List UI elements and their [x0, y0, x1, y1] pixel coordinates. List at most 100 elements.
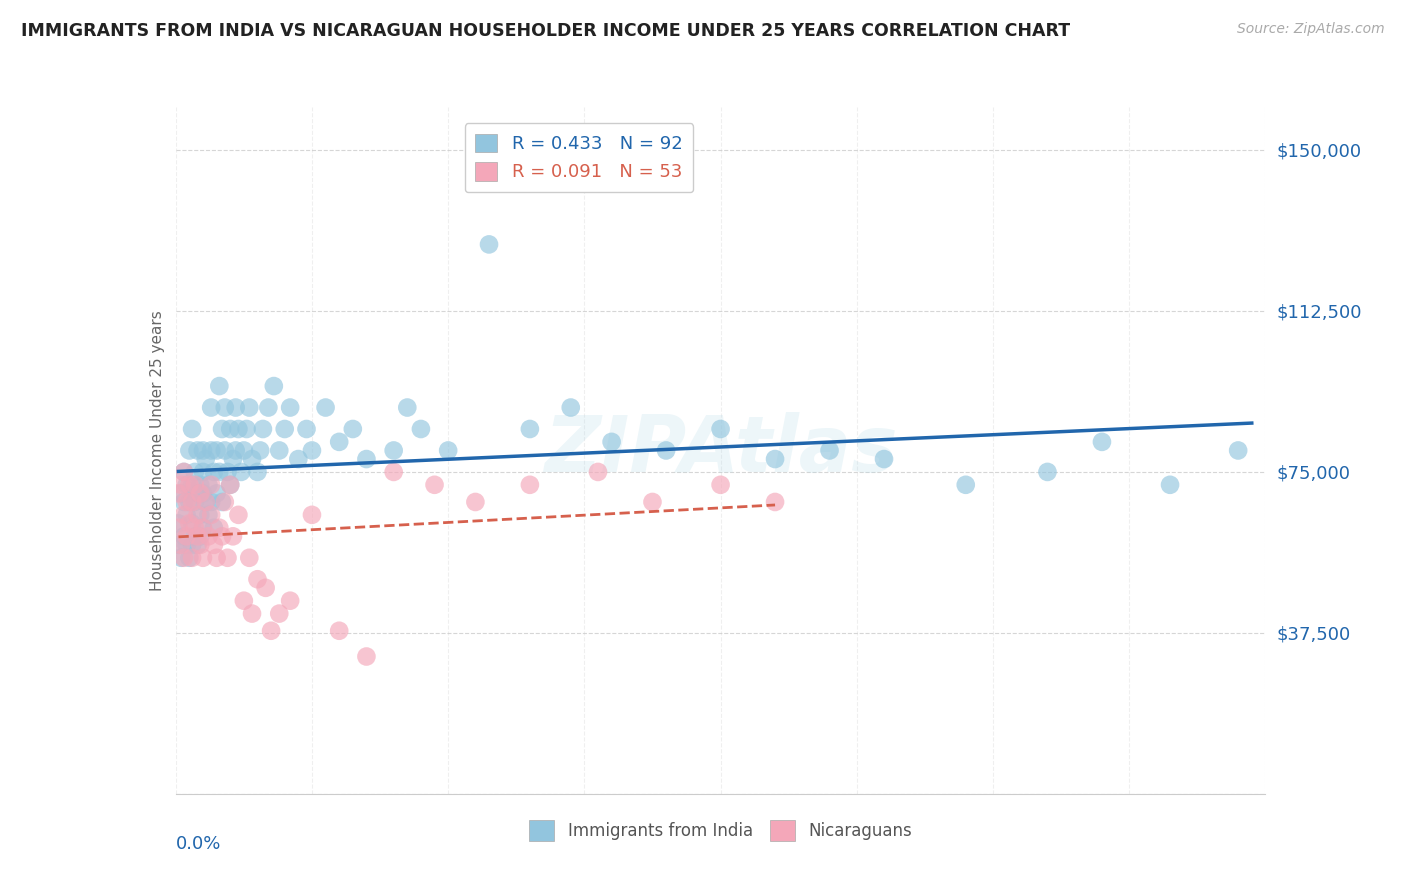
Point	[194, 495, 217, 509]
Point	[955, 478, 977, 492]
Point	[202, 521, 225, 535]
Point	[710, 478, 733, 492]
Point	[184, 495, 207, 509]
Point	[170, 550, 193, 565]
Point	[176, 529, 198, 543]
Point	[186, 443, 209, 458]
Point	[240, 607, 263, 621]
Point	[184, 465, 207, 479]
Point	[211, 495, 233, 509]
Point	[167, 516, 190, 531]
Point	[356, 452, 378, 467]
Point	[202, 465, 225, 479]
Point	[278, 593, 301, 607]
Point	[228, 508, 250, 522]
Point	[170, 538, 193, 552]
Point	[191, 521, 214, 535]
Point	[240, 452, 263, 467]
Point	[211, 529, 233, 543]
Point	[763, 452, 786, 467]
Point	[170, 478, 193, 492]
Point	[181, 422, 204, 436]
Point	[181, 516, 204, 531]
Point	[214, 401, 236, 415]
Point	[263, 379, 285, 393]
Point	[235, 422, 257, 436]
Point	[170, 486, 193, 500]
Point	[437, 443, 460, 458]
Point	[222, 529, 245, 543]
Point	[188, 529, 211, 543]
Point	[1036, 465, 1059, 479]
Point	[188, 538, 211, 552]
Point	[167, 538, 190, 552]
Point	[232, 593, 254, 607]
Point	[328, 434, 350, 449]
Point	[191, 465, 214, 479]
Point	[194, 452, 217, 467]
Point	[225, 401, 247, 415]
Point	[519, 422, 541, 436]
Point	[382, 443, 405, 458]
Point	[202, 538, 225, 552]
Point	[188, 508, 211, 522]
Point	[278, 401, 301, 415]
Point	[188, 478, 211, 492]
Point	[191, 486, 214, 500]
Point	[560, 401, 582, 415]
Point	[179, 495, 201, 509]
Point	[225, 443, 247, 458]
Point	[194, 495, 217, 509]
Point	[173, 508, 195, 522]
Point	[179, 443, 201, 458]
Text: IMMIGRANTS FROM INDIA VS NICARAGUAN HOUSEHOLDER INCOME UNDER 25 YEARS CORRELATIO: IMMIGRANTS FROM INDIA VS NICARAGUAN HOUS…	[21, 22, 1070, 40]
Point	[269, 607, 291, 621]
Point	[232, 443, 254, 458]
Point	[186, 538, 209, 552]
Point	[184, 529, 207, 543]
Point	[179, 516, 201, 531]
Point	[200, 478, 222, 492]
Point	[188, 486, 211, 500]
Point	[191, 521, 214, 535]
Text: Source: ZipAtlas.com: Source: ZipAtlas.com	[1237, 22, 1385, 37]
Point	[409, 422, 432, 436]
Point	[176, 495, 198, 509]
Point	[269, 443, 291, 458]
Point	[191, 550, 214, 565]
Point	[191, 443, 214, 458]
Point	[710, 422, 733, 436]
Point	[197, 508, 219, 522]
Point	[1227, 443, 1250, 458]
Point	[167, 486, 190, 500]
Point	[208, 379, 231, 393]
Text: ZIPAtlas: ZIPAtlas	[544, 412, 897, 489]
Point	[205, 443, 228, 458]
Point	[342, 422, 364, 436]
Point	[176, 478, 198, 492]
Point	[200, 443, 222, 458]
Point	[186, 508, 209, 522]
Point	[478, 237, 501, 252]
Point	[219, 478, 242, 492]
Point	[208, 521, 231, 535]
Point	[252, 422, 274, 436]
Point	[1159, 478, 1181, 492]
Point	[184, 521, 207, 535]
Point	[238, 550, 260, 565]
Point	[238, 401, 260, 415]
Point	[173, 465, 195, 479]
Point	[641, 495, 664, 509]
Point	[274, 422, 297, 436]
Point	[246, 572, 269, 586]
Point	[197, 478, 219, 492]
Point	[173, 495, 195, 509]
Point	[181, 495, 204, 509]
Point	[254, 581, 277, 595]
Point	[219, 422, 242, 436]
Point	[211, 422, 233, 436]
Point	[186, 529, 209, 543]
Point	[208, 465, 231, 479]
Point	[382, 465, 405, 479]
Point	[219, 478, 242, 492]
